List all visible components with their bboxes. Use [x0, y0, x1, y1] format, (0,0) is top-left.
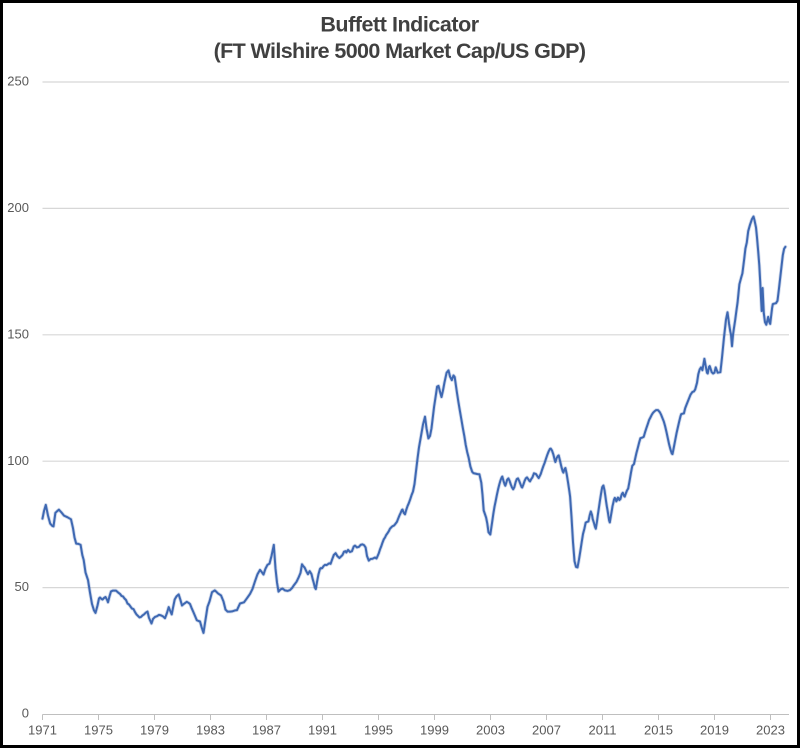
svg-text:1987: 1987 [252, 723, 281, 738]
svg-text:1995: 1995 [364, 723, 393, 738]
svg-text:150: 150 [7, 326, 29, 341]
svg-text:50: 50 [15, 579, 29, 594]
svg-text:1979: 1979 [140, 723, 169, 738]
svg-text:250: 250 [7, 74, 29, 89]
svg-text:(FT Wilshire 5000 Market Cap/U: (FT Wilshire 5000 Market Cap/US GDP) [214, 39, 586, 63]
svg-text:2019: 2019 [700, 723, 729, 738]
svg-text:2023: 2023 [756, 723, 785, 738]
svg-text:100: 100 [7, 453, 29, 468]
svg-text:0: 0 [22, 706, 29, 721]
svg-text:Buffett Indicator: Buffett Indicator [320, 13, 479, 37]
svg-text:1971: 1971 [28, 723, 57, 738]
svg-text:1975: 1975 [84, 723, 113, 738]
svg-text:2003: 2003 [476, 723, 505, 738]
svg-text:2011: 2011 [589, 723, 617, 738]
svg-text:200: 200 [7, 200, 29, 215]
svg-text:1983: 1983 [196, 723, 225, 738]
svg-text:1999: 1999 [420, 723, 449, 738]
svg-text:2007: 2007 [532, 723, 561, 738]
svg-text:2015: 2015 [644, 723, 673, 738]
svg-text:1991: 1991 [308, 723, 337, 738]
